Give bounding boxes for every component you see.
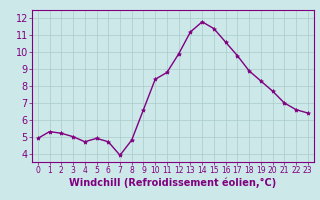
X-axis label: Windchill (Refroidissement éolien,°C): Windchill (Refroidissement éolien,°C): [69, 178, 276, 188]
